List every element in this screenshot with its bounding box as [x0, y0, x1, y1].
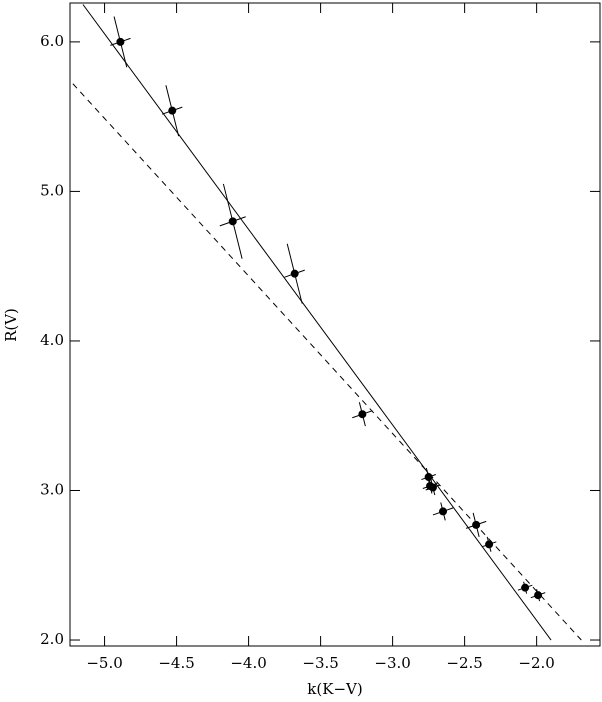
x-tick-label: −3.5 [302, 654, 338, 672]
point [472, 520, 481, 529]
fit-line [82, 4, 552, 641]
point [228, 217, 237, 226]
y-tick-label: 6.0 [40, 32, 64, 50]
y-tick-label: 3.0 [40, 480, 64, 498]
point [290, 269, 299, 278]
y-tick-label: 5.0 [40, 181, 64, 199]
x-tick-label: −4.5 [158, 654, 194, 672]
y-tick-label: 4.0 [40, 331, 64, 349]
point [358, 410, 367, 419]
x-axis-label: k(K−V) [307, 680, 362, 698]
point [116, 37, 125, 46]
x-tick-label: −2.5 [446, 654, 482, 672]
point [428, 483, 437, 492]
point [439, 507, 448, 516]
x-tick-label: −3.0 [374, 654, 410, 672]
fit-line [72, 83, 582, 641]
x-tick-label: −4.0 [230, 654, 266, 672]
y-axis-label: R(V) [2, 308, 20, 342]
y-tick-label: 2.0 [40, 630, 64, 648]
x-tick-label: −2.0 [518, 654, 554, 672]
point [168, 106, 177, 115]
point [521, 583, 530, 592]
plot-frame [69, 2, 601, 647]
point [424, 473, 433, 482]
point [534, 591, 543, 600]
point [485, 540, 494, 549]
x-tick-label: −5.0 [86, 654, 122, 672]
